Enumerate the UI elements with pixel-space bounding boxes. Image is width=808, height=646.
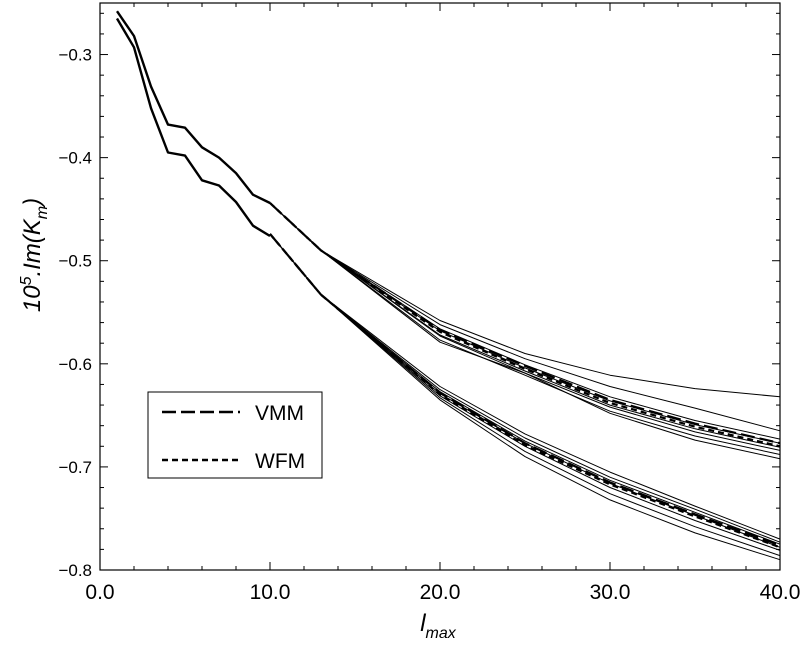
series-line-lower-thin-12 xyxy=(269,233,781,540)
x-axis-label: lmax xyxy=(420,610,457,642)
y-tick-label: −0.6 xyxy=(58,355,92,374)
y-tick-label: −0.4 xyxy=(58,149,92,168)
series-line-upper-short-dash-11 xyxy=(269,202,781,448)
x-tick-label: 40.0 xyxy=(760,581,801,604)
legend-label-vmm: VMM xyxy=(255,402,304,425)
y-tick-label: −0.3 xyxy=(58,46,92,65)
y-axis-label: 105.Im(Km) xyxy=(18,198,51,312)
series-line-upper-thin-5 xyxy=(269,202,781,444)
y-tick-label: −0.8 xyxy=(58,561,92,580)
series-line-lower-thin-15 xyxy=(269,233,781,548)
x-tick-label: 10.0 xyxy=(250,581,291,604)
legend-box xyxy=(147,391,323,479)
x-tick-label: 30.0 xyxy=(590,581,631,604)
plot-frame xyxy=(99,2,781,571)
series-line-lower-thin-18 xyxy=(269,233,781,561)
legend: VMM WFM xyxy=(147,391,323,479)
x-tick-label: 20.0 xyxy=(420,581,461,604)
series-line-lower-thin-17 xyxy=(269,233,781,557)
series-line-upper-thin-8 xyxy=(269,202,781,455)
series-line-lower-short-dash-20 xyxy=(269,233,781,549)
series-line-upper-thin-9 xyxy=(269,202,781,460)
series-line-upper-thin-7 xyxy=(269,202,781,451)
series-line-lower-thin-13 xyxy=(269,233,781,543)
x-tick-label: 0.0 xyxy=(85,581,114,604)
ticks-layer: 0.0 10.0 20.0 30.0 40.0 −0.8 −0.7 −0.6 −0.5 −0.4 −… xyxy=(58,3,800,604)
series-line-lower-long-dash-19 xyxy=(269,233,781,547)
series-layer xyxy=(115,10,781,561)
series-line-lower-thick-1 xyxy=(115,17,271,238)
legend-label-wfm: WFM xyxy=(255,450,305,473)
series-line-upper-thin-4 xyxy=(269,202,781,440)
series-line-upper-thick-0 xyxy=(116,10,271,205)
y-tick-label: −0.5 xyxy=(58,252,92,271)
series-line-lower-thin-16 xyxy=(269,233,781,551)
series-line-upper-long-dash-10 xyxy=(269,202,781,445)
y-tick-label: −0.7 xyxy=(58,458,92,477)
